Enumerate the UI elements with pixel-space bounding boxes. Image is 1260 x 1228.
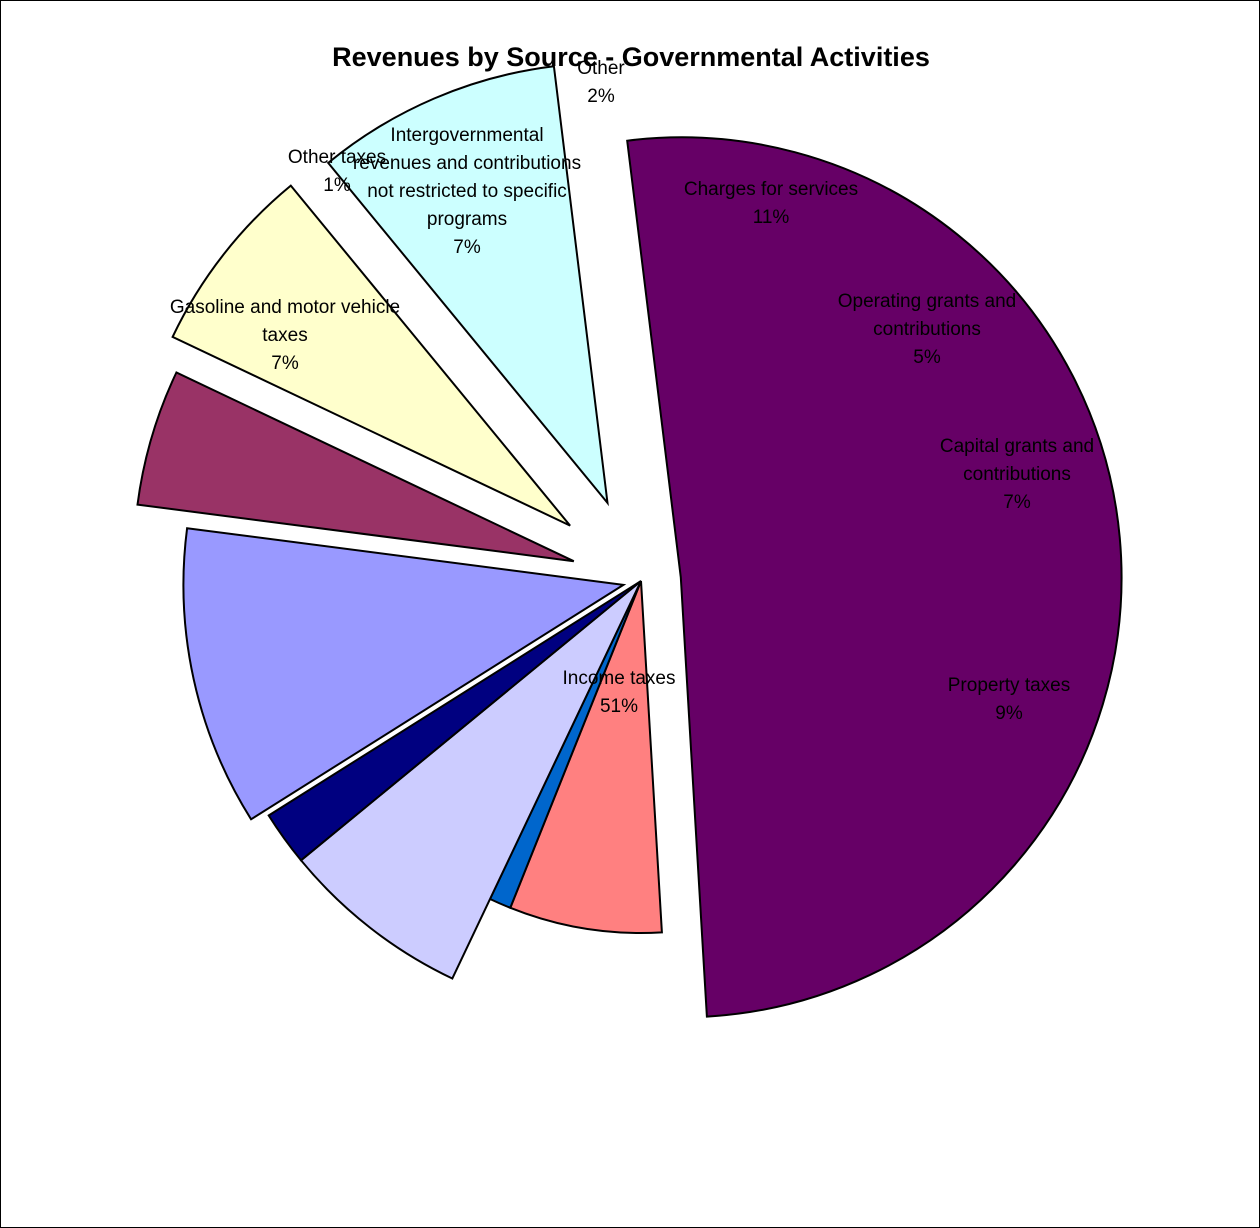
pie-slice-property-taxes [326,65,609,507]
pie-slice-charges-for-services [182,527,627,821]
slice-label-property-taxes: Property taxes 9% [948,675,1071,724]
chart-title: Revenues by Source - Governmental Activi… [332,42,930,72]
slice-label-operating-grants-and-contributions: Operating grants and contributions 5% [838,291,1017,368]
pie-labels: Income taxes 51% Gasoline and motor vehicl… [170,58,1094,724]
slice-label-other-taxes: Other taxes 1% [288,147,386,196]
slice-label-gasoline-and-motor-vehicle-taxes: Gasoline and motor vehicle taxes 7% [170,297,400,374]
pie-slice-gasoline-and-motor-vehicle-taxes [509,580,663,934]
pie-slices [136,65,1123,1018]
slice-label-other: Other 2% [577,58,625,107]
pie-slice-intergovernmental-revenues-and-contributions-not-restricted-to-specific-programs [299,580,642,980]
pie-slice-operating-grants-and-contributions [136,371,575,563]
pie-slice-income-taxes [626,136,1123,1018]
pie-slice-capital-grants-and-contributions [171,184,571,527]
slice-label-capital-grants-and-contributions: Capital grants and contributions 7% [940,436,1094,513]
slice-label-charges-for-services: Charges for services 11% [684,179,858,228]
slice-label-intergovernmental-revenues-and-contributions-not-restricted-to-specific-programs: Intergovernmental revenues and contributi… [353,125,581,258]
slice-label-income-taxes: Income taxes 51% [563,668,676,717]
pie-slice-other [267,580,642,862]
